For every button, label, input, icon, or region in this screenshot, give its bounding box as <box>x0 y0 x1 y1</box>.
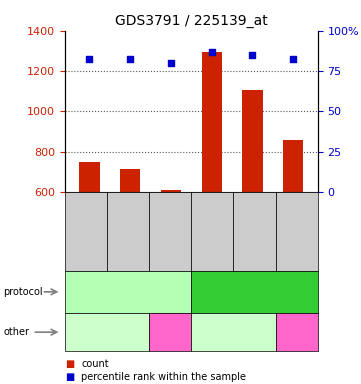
Bar <box>283 140 303 192</box>
Text: protocol: protocol <box>4 287 43 297</box>
Text: GSM554075: GSM554075 <box>292 208 301 255</box>
Text: mRNA: mRNA <box>282 327 312 337</box>
Bar <box>120 169 140 192</box>
Point <box>87 56 92 63</box>
Text: GSM554074: GSM554074 <box>166 208 175 255</box>
Title: GDS3791 / 225139_at: GDS3791 / 225139_at <box>115 14 268 28</box>
Text: GSM554070: GSM554070 <box>82 208 91 255</box>
Text: BRCA1 depletion: BRCA1 depletion <box>214 287 295 297</box>
Bar <box>79 162 100 192</box>
Point <box>249 52 255 58</box>
Text: total RNA: total RNA <box>210 327 257 337</box>
Point <box>127 56 133 63</box>
Text: GSM554073: GSM554073 <box>250 208 259 255</box>
Bar <box>161 190 181 192</box>
Point <box>168 60 174 66</box>
Text: other: other <box>4 327 30 337</box>
Point <box>290 56 296 63</box>
Text: GSM554071: GSM554071 <box>208 208 217 255</box>
Text: total RNA: total RNA <box>84 327 130 337</box>
Text: count: count <box>81 359 109 369</box>
Text: control: control <box>111 287 145 297</box>
Text: percentile rank within the sample: percentile rank within the sample <box>81 372 246 382</box>
Point <box>209 49 214 55</box>
Text: GSM554072: GSM554072 <box>124 208 132 255</box>
Text: ■: ■ <box>65 372 74 382</box>
Bar <box>201 52 222 192</box>
Bar <box>242 90 263 192</box>
Text: mRNA: mRNA <box>155 327 186 337</box>
Text: ■: ■ <box>65 359 74 369</box>
